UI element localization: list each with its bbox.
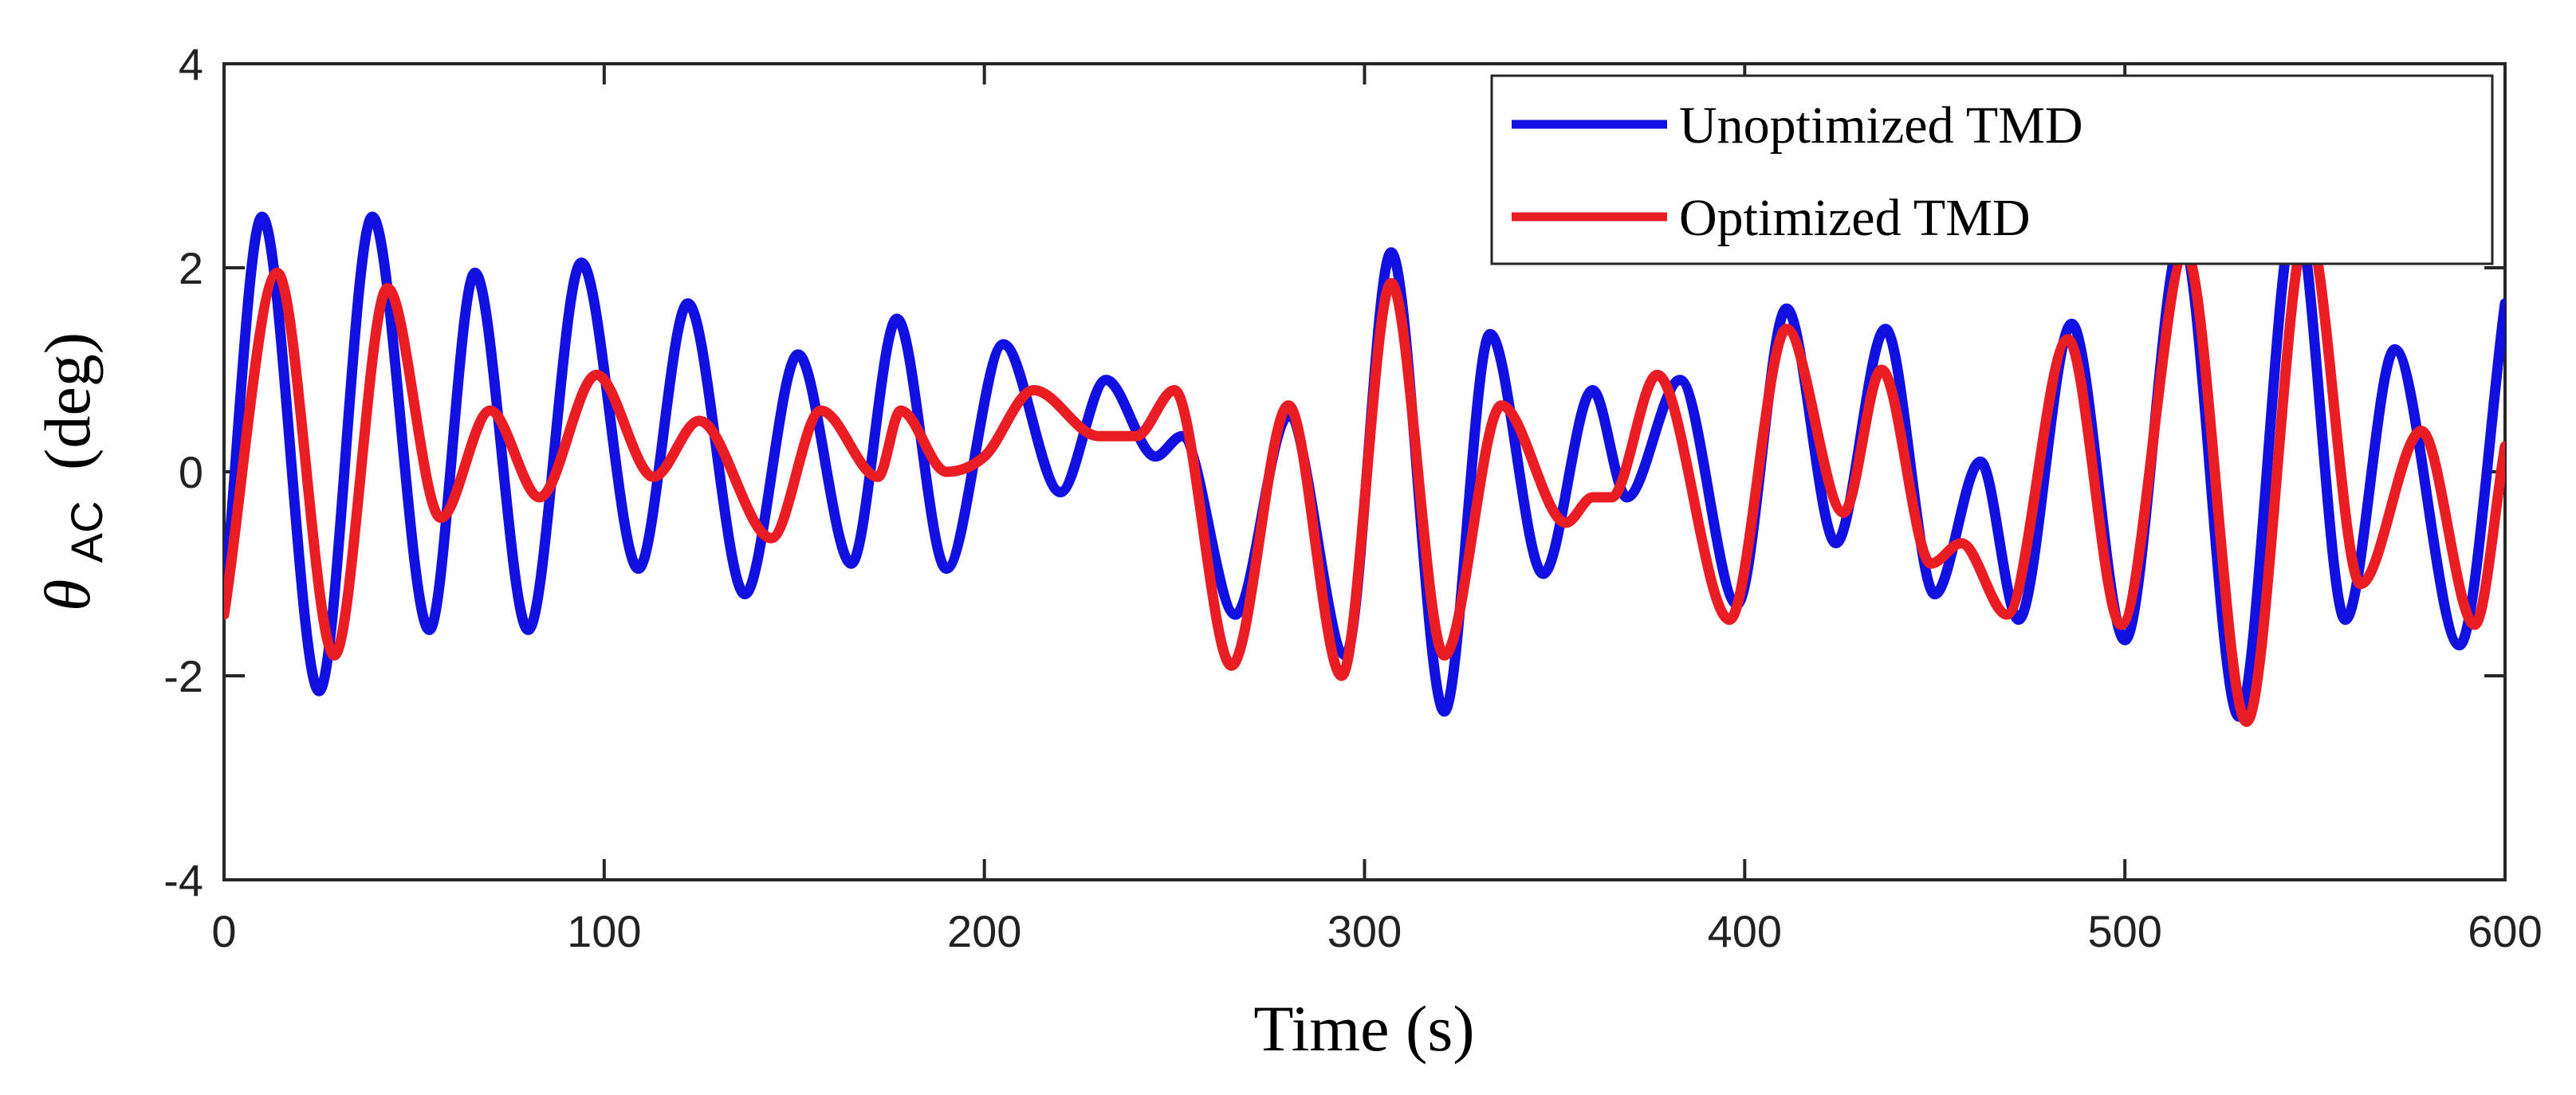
x-tick-label: 500 bbox=[2087, 906, 2161, 956]
y-axis-symbol: θ bbox=[31, 579, 104, 611]
x-tick-label: 100 bbox=[567, 906, 641, 956]
x-tick-label: 300 bbox=[1327, 906, 1402, 956]
y-axis-subscript: AC bbox=[61, 500, 112, 563]
y-tick-label: -4 bbox=[163, 855, 203, 905]
y-axis-title: θ AC (deg) bbox=[31, 332, 116, 611]
y-tick-label: 4 bbox=[179, 39, 203, 89]
legend-label-optimized: Optimized TMD bbox=[1679, 189, 2031, 247]
y-tick-label: -2 bbox=[163, 651, 203, 701]
x-axis-title: Time (s) bbox=[1253, 992, 1474, 1065]
x-axis-ticks: 0 100 200 300 400 500 600 bbox=[211, 64, 2543, 956]
y-axis-unit: (deg) bbox=[31, 332, 104, 470]
y-tick-label: 2 bbox=[179, 243, 203, 293]
legend-label-unoptimized: Unoptimized TMD bbox=[1679, 96, 2083, 155]
legend-box bbox=[1490, 74, 2494, 265]
x-tick-label: 400 bbox=[1708, 906, 1782, 956]
x-tick-label: 200 bbox=[947, 906, 1021, 956]
y-tick-label: 0 bbox=[179, 447, 203, 497]
legend: Unoptimized TMD Optimized TMD bbox=[1490, 74, 2494, 265]
x-tick-label: 0 bbox=[211, 906, 236, 956]
x-tick-label: 600 bbox=[2468, 906, 2542, 956]
